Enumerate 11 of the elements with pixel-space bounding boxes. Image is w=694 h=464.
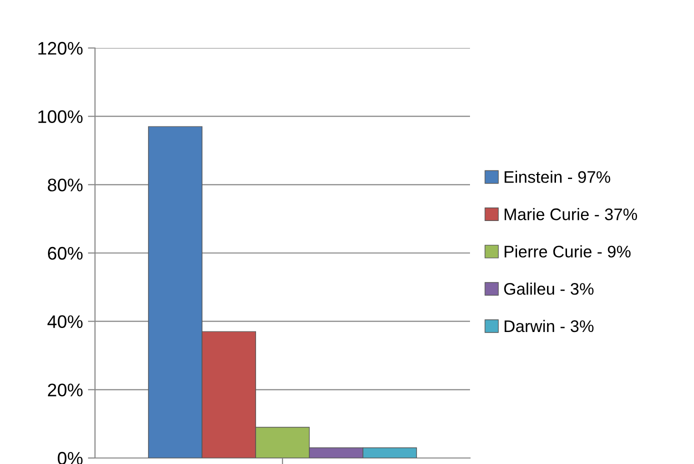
legend-label: Darwin - 3% xyxy=(504,320,594,332)
y-tick-label: 120% xyxy=(38,42,83,55)
y-tick-label: 80% xyxy=(48,178,83,192)
y-tick-label: 20% xyxy=(48,384,83,396)
legend-label: Galileu - 3% xyxy=(504,282,594,295)
y-tick-label: 60% xyxy=(48,246,83,260)
legend-label: Marie Curie - 37% xyxy=(504,208,638,220)
legend-label: Pierre Curie - 9% xyxy=(504,245,631,258)
legend-label: Einstein - 97% xyxy=(504,170,610,183)
y-tick-label: 40% xyxy=(47,315,83,328)
y-tick-label: 100% xyxy=(38,110,83,124)
